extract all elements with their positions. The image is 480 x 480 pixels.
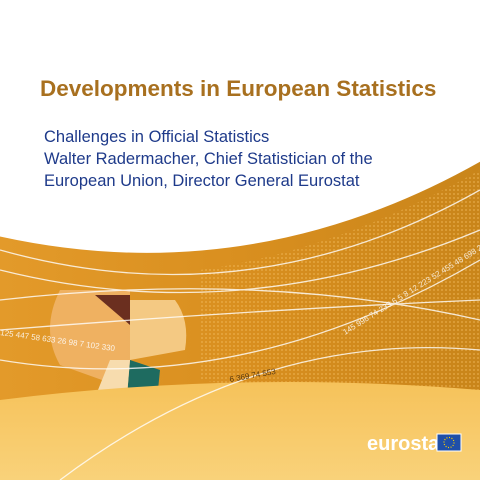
subtitle-line: Challenges in Official Statistics: [44, 128, 269, 146]
eu-flag: [436, 433, 462, 452]
subtitle-line: European Union, Director General Eurosta…: [44, 172, 360, 190]
pie-slice: [95, 295, 130, 325]
dot-texture: [200, 170, 480, 400]
light-band: [0, 382, 480, 480]
subtitle-line: Walter Radermacher, Chief Statistician o…: [44, 150, 373, 168]
swoosh-edge: [0, 158, 480, 253]
title: Developments in European Statistics: [40, 76, 436, 101]
eu-stars: [443, 436, 455, 449]
curves: [0, 189, 480, 480]
logo-text: eurostat: [367, 433, 446, 455]
pie-slice: [130, 300, 187, 360]
